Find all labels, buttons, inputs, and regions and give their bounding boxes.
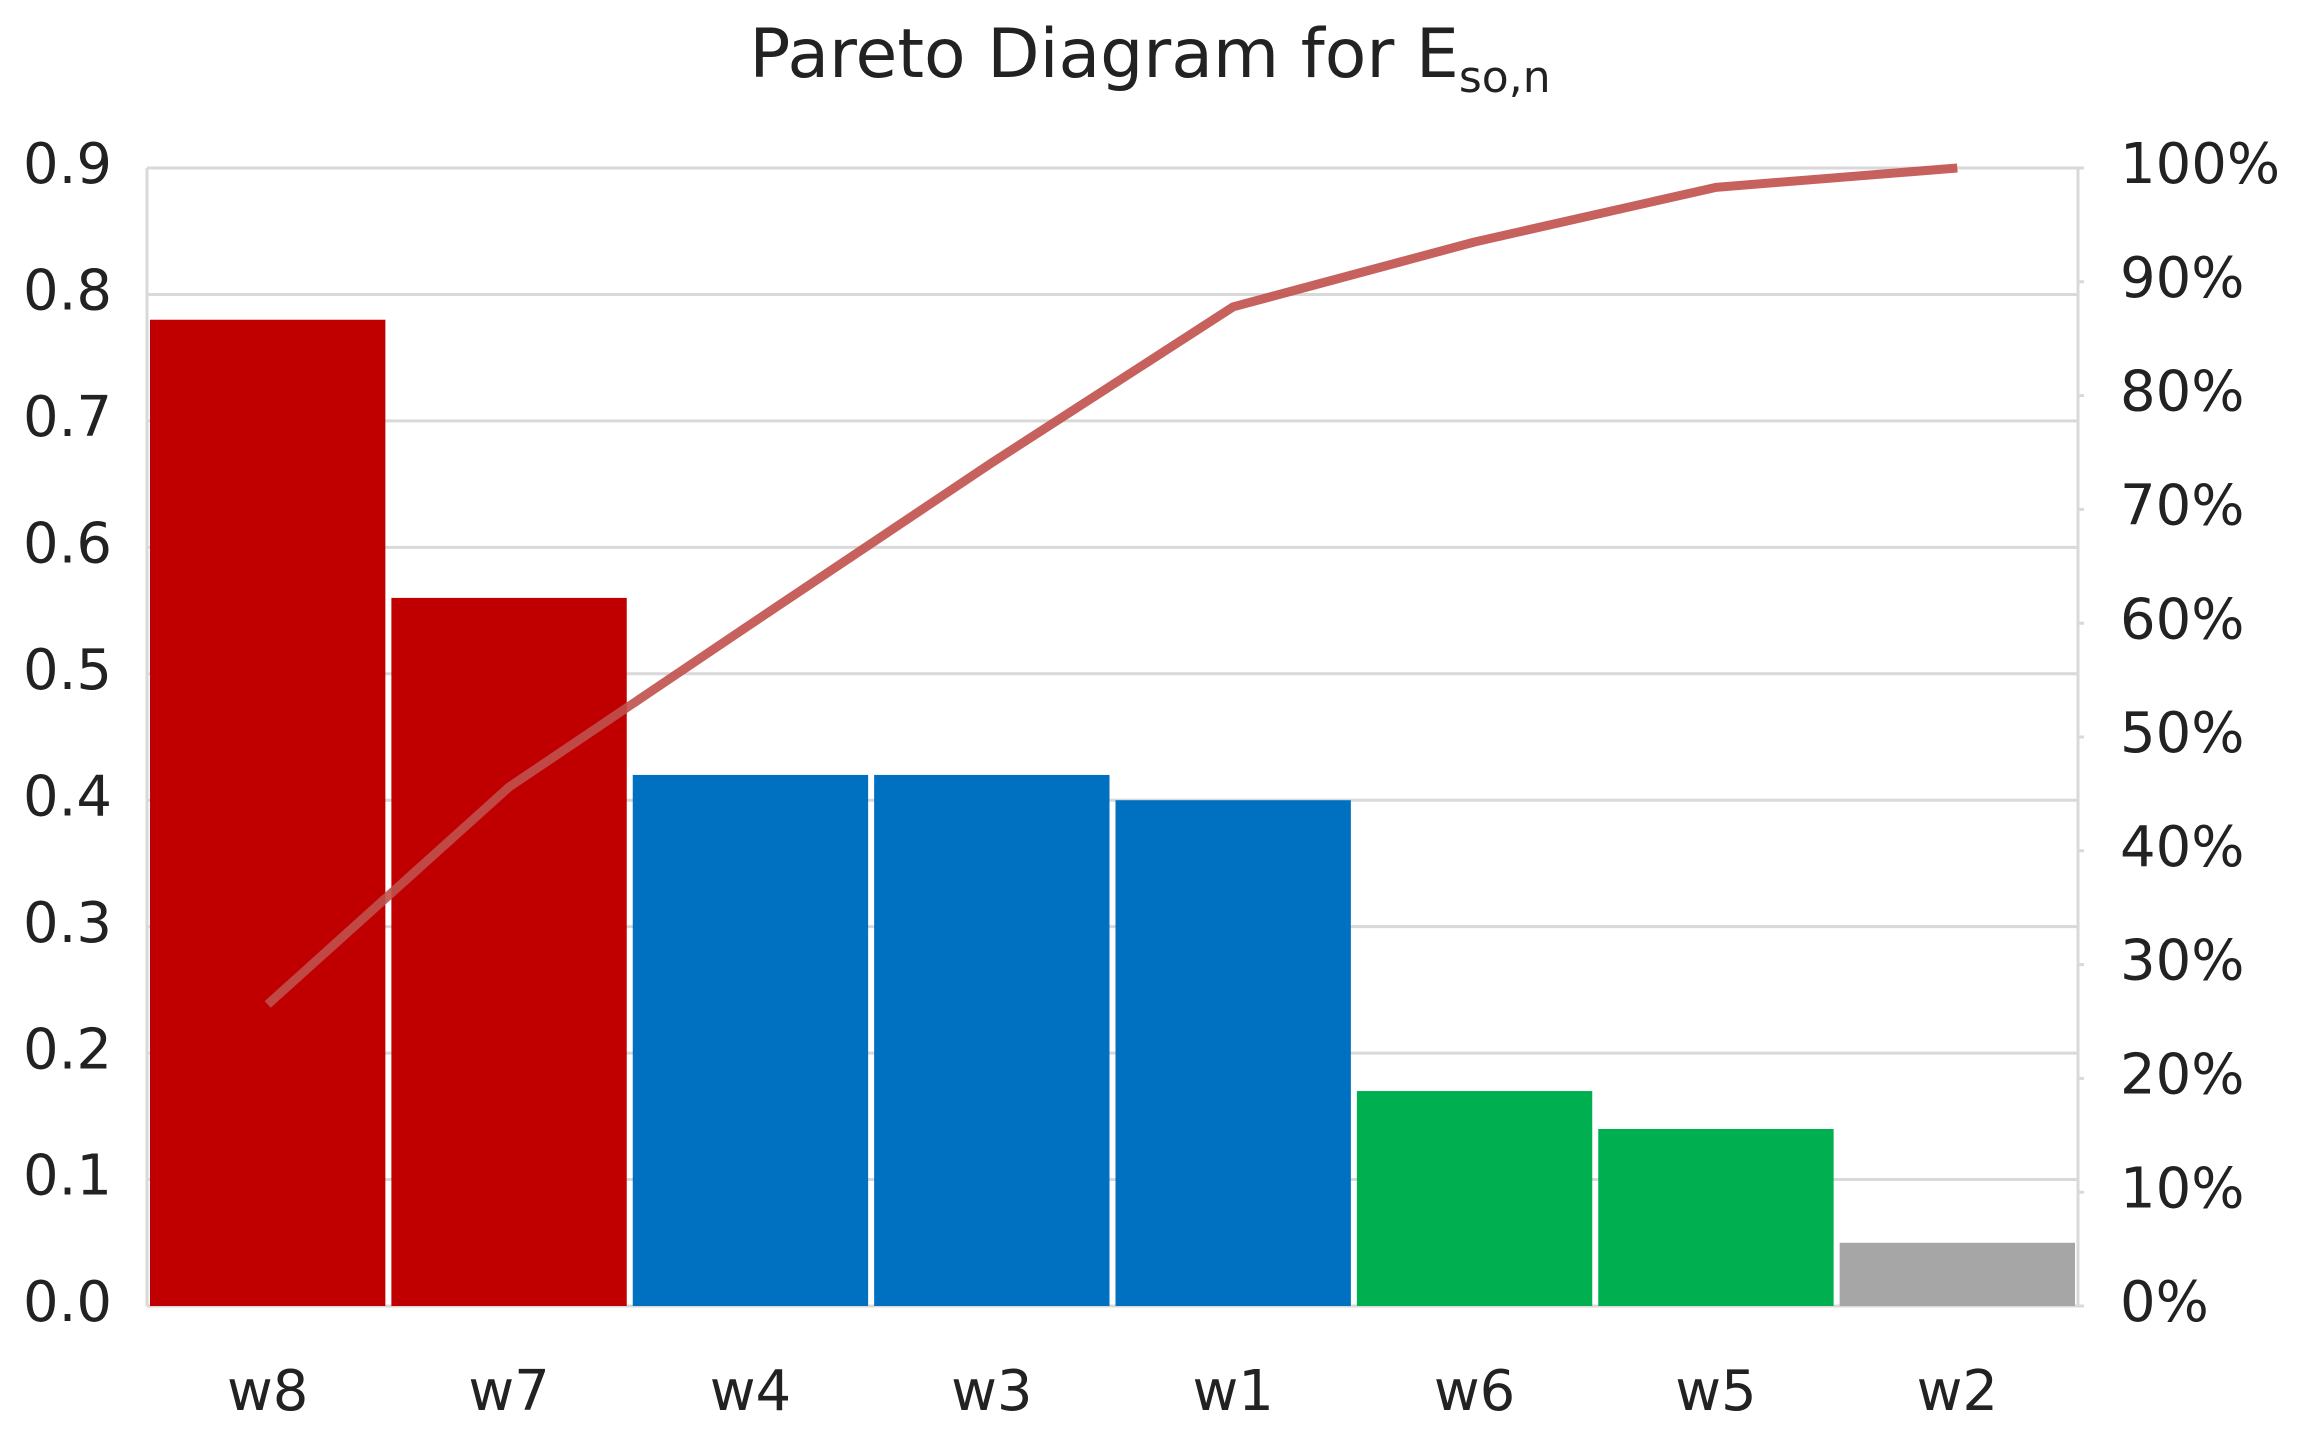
x-tick-label: w2 [1917, 1359, 1998, 1424]
y2-tick-label: 80% [2120, 360, 2244, 425]
bar [1598, 1128, 1834, 1306]
bar [874, 774, 1110, 1306]
y-tick-label: 0.0 [23, 1270, 112, 1335]
y-tick-label: 0.2 [23, 1017, 112, 1082]
y2-tick-label: 20% [2120, 1043, 2244, 1108]
bar [1356, 1091, 1593, 1306]
y-tick-label: 0.9 [23, 132, 112, 197]
bar [1115, 800, 1351, 1306]
y-tick-label: 0.4 [23, 764, 112, 829]
y2-tick-label: 50% [2120, 701, 2244, 766]
bar [1839, 1242, 2075, 1306]
x-tick-label: w5 [1675, 1359, 1756, 1424]
cumulative-line [264, 163, 1958, 1008]
y-tick-label: 0.6 [23, 511, 112, 576]
bar [632, 774, 869, 1306]
y-tick-label: 0.7 [23, 385, 112, 450]
x-tick-label: w1 [1192, 1359, 1273, 1424]
y-tick-label: 0.3 [23, 891, 112, 956]
title-subscript: so,n [1459, 52, 1551, 103]
y2-tick-label: 0% [2120, 1270, 2209, 1335]
y2-tick-label: 30% [2120, 929, 2244, 994]
y2-tick-label: 70% [2120, 474, 2244, 539]
bar [150, 319, 386, 1306]
x-tick-label: w7 [468, 1359, 549, 1424]
chart-title: Pareto Diagram for Eso,n [749, 15, 1550, 103]
title-main: Pareto Diagram for E [749, 15, 1458, 94]
x-tick-label: w6 [1434, 1359, 1515, 1424]
bar [391, 597, 627, 1306]
y2-tick-label: 60% [2120, 587, 2244, 652]
y-tick-label: 0.1 [23, 1144, 112, 1209]
y2-tick-label: 40% [2120, 815, 2244, 880]
y2-tick-label: 100% [2120, 132, 2280, 197]
x-tick-label: w8 [227, 1359, 308, 1424]
y-tick-label: 0.8 [23, 259, 112, 324]
y-tick-label: 0.5 [23, 638, 112, 703]
x-tick-label: w3 [951, 1359, 1032, 1424]
y2-tick-label: 10% [2120, 1156, 2244, 1221]
y2-tick-label: 90% [2120, 246, 2244, 311]
x-tick-label: w4 [710, 1359, 791, 1424]
